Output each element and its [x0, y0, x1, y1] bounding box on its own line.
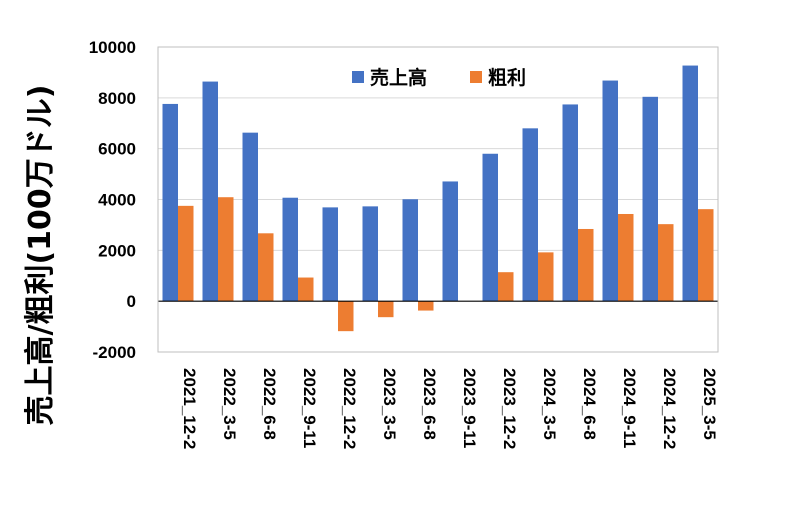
bar-gross-profit — [418, 301, 434, 311]
bar-sales — [322, 207, 338, 302]
bars — [162, 65, 714, 332]
x-tick-label: 2022_9-11 — [300, 368, 319, 448]
x-tick-label: 2025_3-5 — [700, 368, 719, 440]
bar-sales — [642, 96, 658, 302]
bar-sales — [162, 103, 178, 302]
x-tick-label: 2023_6-8 — [420, 368, 439, 440]
legend-label: 売上高 — [370, 66, 427, 89]
bar-gross-profit — [618, 213, 634, 302]
y-tick-label: 10000 — [89, 38, 136, 57]
bar-sales — [602, 80, 618, 302]
x-tick-label: 2023_12-2 — [500, 368, 519, 449]
bar-sales — [682, 65, 698, 302]
y-tick-label: 2000 — [98, 241, 136, 260]
legend-swatch — [352, 71, 364, 83]
x-tick-label: 2022_6-8 — [260, 368, 279, 440]
bar-sales — [402, 199, 418, 302]
bar-sales — [442, 181, 458, 302]
bar-gross-profit — [378, 301, 394, 318]
bar-sales — [362, 206, 378, 302]
y-tick-label: 8000 — [98, 89, 136, 108]
gridlines — [158, 46, 718, 353]
plot-frame — [157, 46, 719, 353]
bar-gross-profit — [338, 301, 354, 332]
x-tick-label: 2021_12-2 — [180, 368, 199, 449]
bar-sales — [482, 153, 498, 302]
x-tick-label: 2024_9-11 — [620, 368, 639, 448]
x-tick-label: 2022_12-2 — [340, 368, 359, 449]
x-tick-label: 2024_3-5 — [540, 368, 559, 440]
x-tick-label: 2024_12-2 — [660, 368, 679, 449]
bar-gross-profit — [498, 272, 514, 302]
x-tick-label: 2023_3-5 — [380, 368, 399, 440]
bar-gross-profit — [298, 277, 314, 302]
bar-sales — [242, 132, 258, 302]
x-tick-label: 2023_9-11 — [460, 368, 479, 448]
bar-gross-profit — [698, 209, 714, 302]
bar-sales — [562, 104, 578, 302]
legend: 売上高 粗利 — [352, 66, 526, 89]
y-axis-label: 売上高/粗利(100万ドル) — [23, 84, 58, 425]
x-tick-label: 2024_6-8 — [580, 368, 599, 440]
y-tick-label: 4000 — [98, 191, 136, 210]
bar-gross-profit — [258, 233, 274, 302]
bar-gross-profit — [178, 205, 194, 302]
y-tick-labels: -2000 0 2000 4000 6000 8000 10000 — [89, 38, 136, 362]
y-tick-label: 0 — [127, 292, 136, 311]
bar-sales — [282, 197, 298, 302]
legend-label: 粗利 — [488, 66, 526, 89]
bar-sales — [202, 81, 218, 302]
bar-sales — [522, 128, 538, 302]
y-tick-label: -2000 — [93, 343, 136, 362]
bar-gross-profit — [538, 252, 554, 302]
bar-gross-profit — [658, 224, 674, 302]
y-tick-label: 6000 — [98, 140, 136, 159]
bar-gross-profit — [218, 197, 234, 302]
legend-swatch — [470, 71, 482, 83]
x-tick-labels: 2021_12-2 2022_3-5 2022_6-8 2022_9-11 2022_1… — [180, 368, 719, 449]
x-tick-label: 2022_3-5 — [220, 368, 239, 440]
bar-gross-profit — [578, 228, 594, 302]
